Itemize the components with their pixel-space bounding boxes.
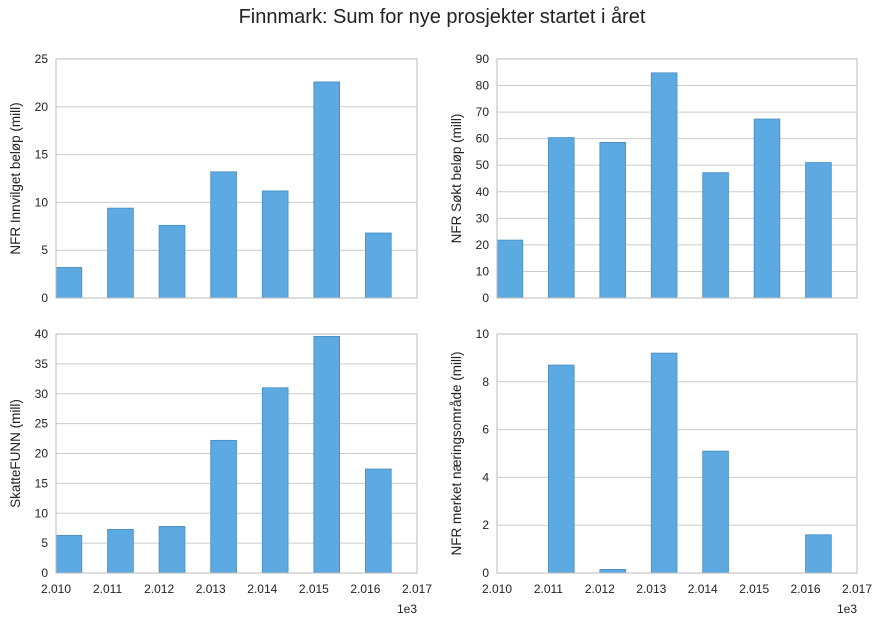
bar <box>702 172 729 299</box>
y-tick-label: 10 <box>35 195 49 209</box>
x-tick-label: 2.015 <box>299 582 329 596</box>
y-tick-label: 0 <box>482 566 489 580</box>
y-tick-label: 15 <box>35 148 49 162</box>
figure-title: Finnmark: Sum for nye prosjekter startet… <box>238 6 646 28</box>
x-tick-label: 2.017 <box>402 582 432 596</box>
y-tick-label: 0 <box>482 291 489 305</box>
x-offset-label: 1e3 <box>397 602 417 616</box>
x-tick-label: 2.016 <box>791 582 821 596</box>
bar <box>650 352 678 574</box>
y-tick-label: 30 <box>35 387 49 401</box>
x-tick-label: 2.010 <box>41 582 71 596</box>
x-tick-label: 2.011 <box>534 582 563 596</box>
bar <box>805 534 832 574</box>
bar <box>496 239 524 299</box>
bar <box>313 81 341 299</box>
y-tick-label: 2 <box>482 518 489 532</box>
bar <box>753 118 781 299</box>
y-tick-label: 4 <box>482 470 489 484</box>
y-axis-label: NFR Innvilget beløp (mill) <box>8 102 23 254</box>
x-offset-label: 1e3 <box>837 602 857 616</box>
bar <box>107 528 134 574</box>
x-tick-label: 2.013 <box>636 582 666 596</box>
x-tick-label: 2.010 <box>482 582 512 596</box>
y-tick-label: 5 <box>41 536 48 550</box>
bar <box>158 525 186 574</box>
bar <box>548 137 575 299</box>
y-tick-label: 30 <box>476 211 490 225</box>
bar <box>55 534 83 574</box>
plot-frame <box>55 58 418 299</box>
y-tick-label: 0 <box>41 291 48 305</box>
subplot-3: 0 5 10 15 20 25 30 35 40 2.010 2.011 2.012 2.013 2.01… <box>8 327 432 616</box>
x-tick-label: 2.013 <box>196 582 226 596</box>
subplot-4: 0 2 4 6 8 10 2.010 2.011 2.012 2.013 2.014 2.015 2.0… <box>449 327 872 616</box>
x-tick-label: 2.014 <box>688 582 718 596</box>
bar <box>365 468 392 574</box>
subplot-1: 0 5 10 15 20 25 NFR Innvilget beløp (mill) <box>8 52 418 305</box>
bar <box>365 232 392 299</box>
x-tick-label: 2.016 <box>350 582 380 596</box>
y-tick-label: 25 <box>35 52 49 66</box>
bar <box>210 171 237 299</box>
y-tick-label: 8 <box>482 375 489 389</box>
bar <box>599 569 626 574</box>
y-tick-label: 10 <box>35 506 49 520</box>
subplot-2: 0 10 20 30 40 50 60 70 80 90 NFR Søkt beløp (mill) <box>449 52 858 305</box>
plot-frame <box>496 333 858 574</box>
bar <box>261 387 289 574</box>
y-tick-label: 40 <box>476 185 490 199</box>
y-tick-label: 10 <box>476 327 490 341</box>
y-tick-label: 0 <box>41 566 48 580</box>
y-tick-label: 5 <box>41 243 48 257</box>
bar <box>599 141 626 299</box>
plot-frame <box>496 58 858 299</box>
y-tick-label: 90 <box>476 52 490 66</box>
x-tick-label: 2.017 <box>842 582 872 596</box>
bar <box>107 207 134 299</box>
bar <box>55 267 83 299</box>
y-tick-label: 40 <box>35 327 49 341</box>
x-tick-label: 2.012 <box>585 582 615 596</box>
y-axis-label: NFR merket næringsområde (mill) <box>449 351 464 555</box>
y-tick-label: 60 <box>476 132 490 146</box>
y-tick-label: 80 <box>476 79 490 93</box>
x-tick-label: 2.015 <box>739 582 769 596</box>
bar <box>702 450 729 574</box>
y-tick-label: 25 <box>35 417 49 431</box>
bar <box>313 335 341 574</box>
y-tick-label: 10 <box>476 264 490 278</box>
bar <box>210 439 237 574</box>
bar <box>650 72 678 299</box>
y-tick-label: 20 <box>35 447 49 461</box>
x-tick-label: 2.014 <box>247 582 277 596</box>
bar <box>158 224 186 299</box>
bar <box>805 162 832 299</box>
plot-frame <box>55 333 418 574</box>
x-tick-label: 2.011 <box>93 582 122 596</box>
y-axis-label: NFR Søkt beløp (mill) <box>449 114 464 244</box>
y-tick-label: 35 <box>35 357 49 371</box>
y-tick-label: 70 <box>476 105 490 119</box>
bar <box>261 190 289 299</box>
y-tick-label: 50 <box>476 158 490 172</box>
y-tick-label: 20 <box>476 238 490 252</box>
x-tick-label: 2.012 <box>144 582 174 596</box>
y-axis-label: SkatteFUNN (mill) <box>8 399 23 508</box>
y-tick-label: 6 <box>482 423 489 437</box>
y-tick-label: 20 <box>35 100 49 114</box>
bar <box>548 364 575 574</box>
y-tick-label: 15 <box>35 476 49 490</box>
